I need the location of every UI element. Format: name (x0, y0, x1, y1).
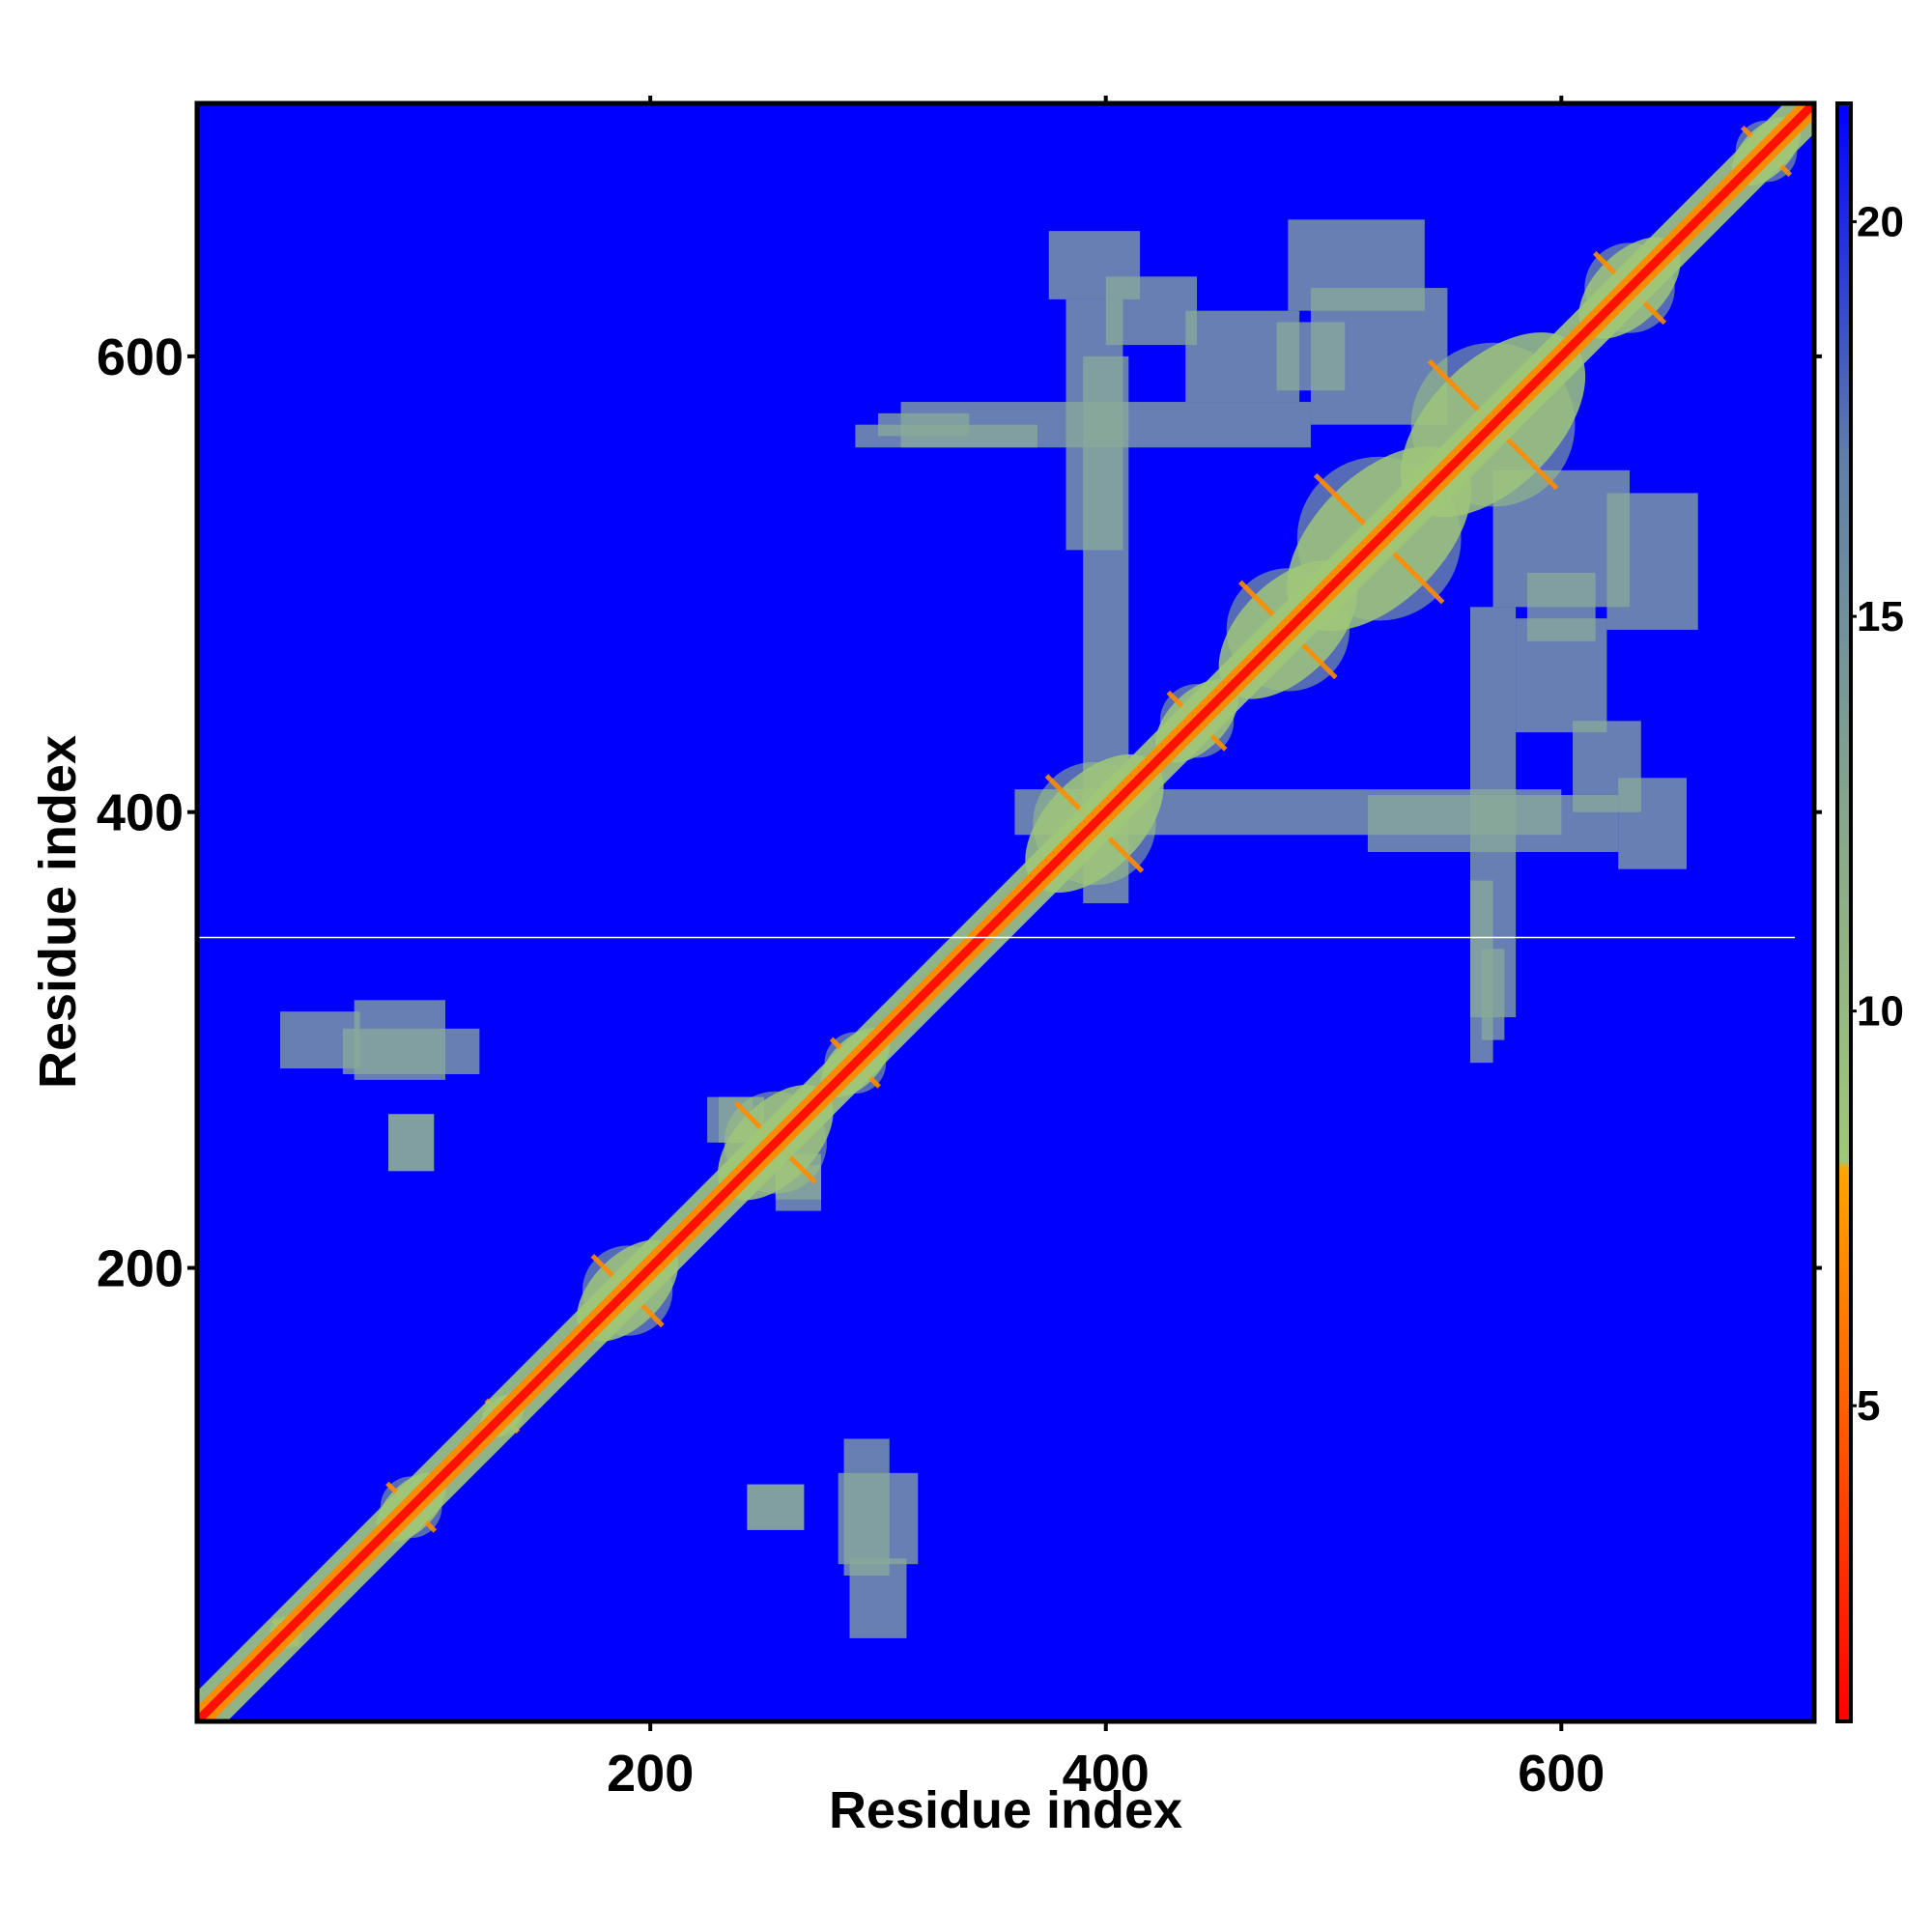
contact-patch-4-0 (747, 1484, 805, 1530)
colorbar-ticks: 5 10 15 20 (1851, 199, 1904, 1430)
y-tick-label-600: 600 (97, 328, 184, 386)
contact-patch-2-0 (838, 1472, 919, 1565)
colorbar-tick-label-5: 5 (1857, 1382, 1880, 1430)
x-tick-label-200: 200 (607, 1745, 694, 1803)
colorbar-tick-label-20: 20 (1857, 199, 1904, 246)
x-tick-label-600: 600 (1518, 1745, 1605, 1803)
y-tick-label-400: 400 (97, 784, 184, 842)
y-tick-label-200: 200 (97, 1240, 184, 1298)
contact-patch-3-0 (849, 1558, 907, 1638)
plot-frame (194, 100, 1817, 1724)
x-axis-title: Residue index (829, 1781, 1182, 1839)
contact-patch-2-1 (354, 1000, 445, 1080)
diagonal-band (197, 103, 1814, 1721)
contact-patch-13-0 (1606, 493, 1698, 630)
contact-patch-3-1 (280, 1011, 360, 1069)
contact-patch-15-0 (855, 424, 1038, 448)
colorbar-tick-label-15: 15 (1857, 593, 1904, 640)
contact-patch-13-1 (1288, 219, 1425, 311)
contact-patch-17-0 (1516, 618, 1607, 733)
contact-patch-17-1 (1185, 310, 1300, 403)
plot-area (197, 103, 1814, 1721)
x-tick-label-400: 400 (1063, 1745, 1150, 1803)
colorbar-gradient (1835, 101, 1853, 1723)
colorbar-tick-label-10: 10 (1857, 988, 1904, 1036)
contact-patch-4-1 (388, 1114, 435, 1172)
colorbar: 5 10 15 20 (1835, 101, 1904, 1723)
contact-patch-15-1 (1469, 880, 1493, 1064)
contact-patch-14-0 (1573, 721, 1641, 812)
off-diagonal-contacts (280, 219, 1698, 1638)
x-axis-ticks: 200 400 600 (607, 96, 1605, 1803)
y-axis-title: Residue index (29, 735, 87, 1089)
y-axis-ticks: 200 400 600 (97, 328, 1822, 1298)
contact-patch-14-1 (1105, 276, 1198, 346)
diag-core (197, 103, 1814, 1721)
